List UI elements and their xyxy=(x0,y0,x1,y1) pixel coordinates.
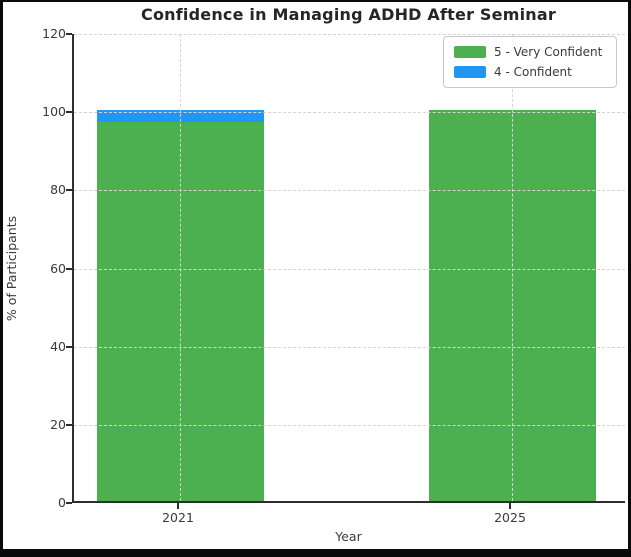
x-tick-mark xyxy=(509,503,511,509)
y-tick-label: 20 xyxy=(50,416,66,432)
y-tick-label: 80 xyxy=(50,182,66,198)
y-tick-mark xyxy=(66,189,72,192)
y-tick-mark xyxy=(66,111,72,114)
y-tick-label: 40 xyxy=(50,338,66,354)
gridline-horizontal xyxy=(74,268,625,270)
legend: 5 - Very Confident 4 - Confident xyxy=(443,36,617,88)
y-tick-label: 120 xyxy=(42,26,66,41)
x-tick-label: 2021 xyxy=(162,510,194,525)
frame-border-bottom xyxy=(0,549,631,557)
gridline-horizontal xyxy=(74,190,625,192)
frame-border-top xyxy=(0,0,631,2)
y-tick-label: 0 xyxy=(58,495,66,510)
y-tick-label: 100 xyxy=(42,104,66,120)
legend-label: 5 - Very Confident xyxy=(494,45,603,59)
y-tick-label: 60 xyxy=(50,260,66,276)
chart-title: Confidence in Managing ADHD After Semina… xyxy=(141,5,556,24)
gridline-vertical xyxy=(180,34,181,501)
y-tick-mark xyxy=(66,502,72,504)
legend-entry: 4 - Confident xyxy=(454,65,606,79)
plot-area xyxy=(72,34,625,503)
gridline-horizontal xyxy=(74,112,625,114)
y-tick-mark xyxy=(66,345,72,348)
gridline-horizontal xyxy=(74,34,625,35)
y-tick-mark xyxy=(66,423,72,426)
y-axis-label: % of Participants xyxy=(4,215,20,322)
legend-entry: 5 - Very Confident xyxy=(454,45,606,59)
legend-label: 4 - Confident xyxy=(494,65,572,79)
frame-border-right xyxy=(628,0,631,557)
gridline-horizontal xyxy=(74,424,625,426)
x-tick-label: 2025 xyxy=(494,510,526,525)
legend-swatch xyxy=(454,46,486,58)
gridline-vertical xyxy=(512,34,513,501)
legend-swatch xyxy=(454,66,486,78)
y-axis-label-container: % of Participants xyxy=(0,34,24,503)
gridline-horizontal xyxy=(74,346,625,348)
y-tick-mark xyxy=(66,33,72,35)
x-axis-label: Year xyxy=(335,529,362,544)
frame-border-left xyxy=(0,0,3,557)
x-tick-mark xyxy=(177,503,179,509)
y-tick-mark xyxy=(66,267,72,270)
